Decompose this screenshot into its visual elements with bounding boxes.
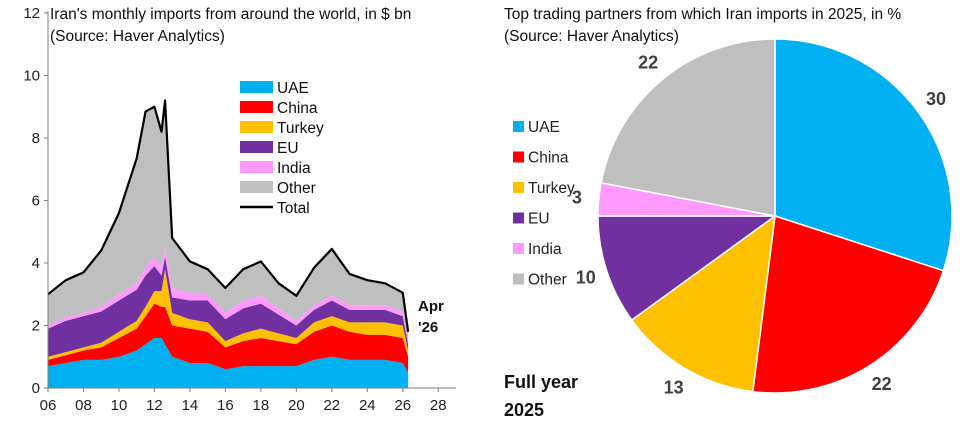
y-tick-label: 8 (32, 130, 40, 147)
pie-slices (597, 38, 953, 394)
area-chart-title: Iran's monthly imports from around the w… (50, 6, 412, 23)
legend-label-other: Other (277, 180, 316, 197)
x-tick-label: 28 (430, 397, 447, 414)
y-tick-label: 2 (32, 318, 40, 335)
partners-pie-chart-panel: Top trading partners from which Iran imp… (480, 0, 960, 432)
legend-label-india: India (277, 160, 311, 177)
y-tick-label: 4 (32, 255, 40, 272)
area-series-eu (48, 256, 409, 357)
area-chart-source: (Source: Haver Analytics) (50, 28, 225, 45)
pie-legend-swatch-india (513, 243, 524, 254)
full-year-line1: Full year (504, 372, 579, 392)
pie-value-label: 3 (572, 187, 582, 207)
pie-legend-swatch-eu (513, 212, 524, 224)
legend-swatch-uae (240, 81, 273, 93)
pie-slice-china (751, 215, 945, 394)
pie-legend-label-other: Other (528, 272, 567, 289)
x-tick-label: 24 (359, 397, 376, 414)
y-tick-label: 6 (32, 193, 40, 210)
x-tick-label: 18 (253, 397, 270, 414)
full-year-annotation: Full year 2025 (504, 368, 578, 424)
pie-legend-swatch-china (513, 151, 524, 163)
pie-legend-swatch-turkey (513, 182, 524, 193)
x-tick-label: 12 (146, 397, 163, 414)
full-year-line2: 2025 (504, 400, 545, 420)
x-tick-label: 06 (40, 397, 57, 414)
total-line (47, 99, 410, 332)
pie-value-label: 10 (576, 267, 596, 287)
area-series-other (48, 100, 409, 342)
pie-legend-label-china: China (528, 150, 569, 167)
legend-swatch-china (240, 101, 273, 113)
area-layers (47, 99, 410, 388)
x-tick-label: 16 (217, 397, 234, 414)
pie-chart-source: (Source: Haver Analytics) (504, 28, 679, 45)
pie-chart-title: Top trading partners from which Iran imp… (504, 6, 902, 23)
area-series-turkey (48, 269, 409, 360)
x-tick-label: 08 (75, 397, 92, 414)
area-legend: UAE China Turkey EU India Other Total (240, 80, 324, 217)
x-tick-label: 10 (111, 397, 128, 414)
legend-swatch-india (240, 161, 273, 173)
pie-legend-label-turkey: Turkey (528, 180, 575, 197)
y-tick-label: 10 (23, 68, 40, 85)
pie-value-label: 30 (926, 89, 946, 109)
area-series-china (48, 303, 409, 373)
pie-slice-uae (774, 38, 953, 272)
legend-label-uae: UAE (277, 80, 309, 97)
pie-value-label: 22 (638, 53, 658, 73)
legend-swatch-turkey (240, 121, 273, 133)
x-tick-label: 14 (182, 397, 199, 414)
area-series-india (48, 247, 409, 345)
pie-legend-swatch-other (513, 273, 524, 285)
pie-legend-label-uae: UAE (528, 119, 560, 136)
pie-slice-eu (597, 215, 778, 322)
x-tick-label: 26 (394, 397, 411, 414)
imports-area-chart-panel: Iran's monthly imports from around the w… (23, 5, 456, 414)
pie-slice-other (600, 38, 776, 217)
area-series-uae (48, 338, 409, 388)
legend-swatch-other (240, 181, 273, 193)
x-tick-label: 22 (323, 397, 340, 414)
pie-legend-label-eu: EU (528, 211, 550, 228)
pie-legend-swatch-uae (513, 121, 524, 132)
legend-label-eu: EU (277, 140, 299, 157)
pie-legend-label-india: India (528, 241, 562, 258)
legend-swatch-eu (240, 141, 273, 153)
pie-chart-svg: 30 22 13 10 3 22 UAE China Turkey EU India Other (513, 38, 953, 398)
apr26-annotation-line: '26 (418, 319, 438, 336)
legend-label-china: China (277, 100, 318, 117)
legend-label-turkey: Turkey (277, 120, 324, 137)
pie-slice-turkey (630, 214, 776, 393)
area-annotation: Apr '26 (418, 298, 444, 336)
y-tick-label: 12 (23, 5, 40, 22)
pie-value-label: 22 (872, 374, 892, 394)
apr26-annotation-line: Apr (418, 298, 444, 315)
pie-value-label: 13 (664, 377, 684, 397)
y-tick-label: 0 (32, 380, 40, 397)
x-tick-label: 20 (288, 397, 305, 414)
pie-legend: UAE China Turkey EU India Other (513, 119, 575, 289)
pie-value-labels: 30 22 13 10 3 22 (572, 53, 946, 398)
legend-label-total: Total (277, 200, 310, 217)
